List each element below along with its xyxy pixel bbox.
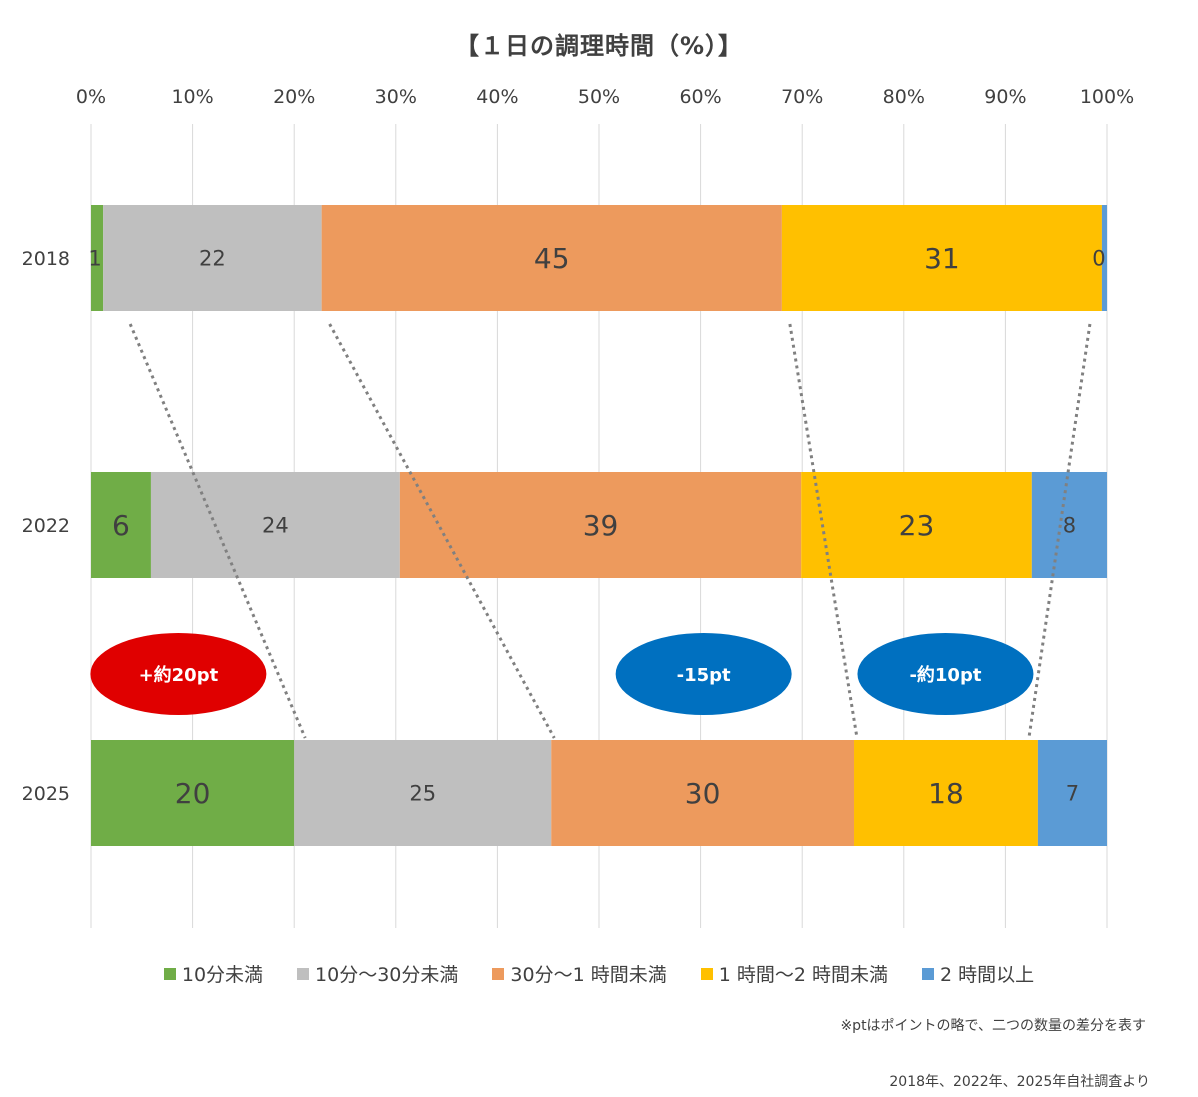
data-label: 22 bbox=[199, 247, 226, 271]
chart-title: 【１日の調理時間（%）】 bbox=[454, 32, 744, 60]
x-tick-label: 10% bbox=[171, 86, 213, 108]
legend: 10分未満 10分～30分未満 30分～1 時間未満 1 時間～2 時間未満 2 時間以… bbox=[0, 960, 1198, 987]
data-label: 25 bbox=[409, 782, 436, 806]
bars: 1 22 45 31 0 6 24 39 23 8 20 25 30 18 7 bbox=[88, 205, 1107, 846]
footnote: ※ptはポイントの略で、二つの数量の差分を表す bbox=[840, 1018, 1146, 1034]
legend-item: 30分～1 時間未満 bbox=[492, 960, 667, 987]
bar-segment bbox=[91, 472, 151, 578]
annotation-label: +約20pt bbox=[139, 664, 219, 686]
data-label: 30 bbox=[685, 777, 721, 810]
data-label: 6 bbox=[112, 509, 130, 542]
data-label: 1 bbox=[88, 247, 101, 271]
bar-segment bbox=[103, 205, 322, 311]
annotation-ellipse bbox=[615, 633, 792, 715]
legend-swatch bbox=[921, 967, 934, 980]
bar-segment bbox=[1037, 740, 1107, 846]
legend-item: 10分未満 bbox=[163, 960, 264, 987]
data-label: 23 bbox=[899, 509, 935, 542]
bar-segment bbox=[854, 740, 1038, 846]
x-tick-label: 90% bbox=[984, 86, 1026, 108]
x-tick-label: 100% bbox=[1080, 86, 1134, 108]
legend-swatch bbox=[492, 967, 505, 980]
x-tick-label: 70% bbox=[781, 86, 823, 108]
legend-item: 2 時間以上 bbox=[921, 960, 1035, 987]
legend-label: 1 時間～2 時間未満 bbox=[718, 964, 888, 986]
x-tick-label: 40% bbox=[476, 86, 518, 108]
x-axis-ticks: 0% 10% 20% 30% 40% 50% 60% 70% 80% 90% 100% bbox=[76, 86, 1134, 108]
bar-segment bbox=[781, 205, 1102, 311]
data-label: 31 bbox=[924, 242, 960, 275]
bar-segment bbox=[801, 472, 1032, 578]
data-label: 8 bbox=[1063, 514, 1076, 538]
connector-line bbox=[128, 323, 307, 739]
bar-segment bbox=[1101, 205, 1107, 311]
x-tick-label: 80% bbox=[883, 86, 925, 108]
data-label: 45 bbox=[534, 242, 570, 275]
legend-label: 2 時間以上 bbox=[939, 964, 1035, 986]
legend-item: 1 時間～2 時間未満 bbox=[700, 960, 888, 987]
connector-line bbox=[328, 323, 556, 739]
x-tick-label: 50% bbox=[578, 86, 620, 108]
x-tick-label: 0% bbox=[76, 86, 106, 108]
data-label: 39 bbox=[583, 509, 619, 542]
bar-segment bbox=[150, 472, 400, 578]
annotation-ellipse bbox=[857, 633, 1034, 715]
annotation-ellipse bbox=[90, 633, 267, 715]
bar-segment bbox=[399, 472, 802, 578]
legend-swatch bbox=[700, 967, 713, 980]
x-tick-label: 20% bbox=[273, 86, 315, 108]
bar-segment bbox=[1031, 472, 1107, 578]
legend-swatch bbox=[297, 967, 310, 980]
legend-swatch bbox=[163, 967, 176, 980]
data-label: 18 bbox=[928, 777, 964, 810]
legend-label: 10分～30分未満 bbox=[315, 964, 459, 986]
data-label: 0 bbox=[1092, 247, 1105, 271]
bar-segment bbox=[91, 205, 104, 311]
annotations: +約20pt -15pt -約10pt bbox=[90, 633, 1034, 715]
x-tick-label: 30% bbox=[375, 86, 417, 108]
bar-segment bbox=[321, 205, 782, 311]
data-label: 24 bbox=[262, 514, 289, 538]
connector-lines bbox=[128, 323, 1092, 739]
bar-segment bbox=[294, 740, 552, 846]
annotation-label: -15pt bbox=[677, 665, 731, 686]
y-axis-categories: 2018 2022 2025 bbox=[22, 248, 70, 805]
legend-item: 10分～30分未満 bbox=[297, 960, 458, 987]
legend-label: 10分未満 bbox=[181, 964, 264, 986]
y-category-label: 2022 bbox=[22, 515, 70, 537]
y-category-label: 2025 bbox=[22, 783, 70, 805]
annotation-label: -約10pt bbox=[909, 664, 981, 686]
data-label: 7 bbox=[1066, 782, 1079, 806]
x-tick-label: 60% bbox=[679, 86, 721, 108]
bar-segment bbox=[91, 740, 295, 846]
y-category-label: 2018 bbox=[22, 248, 70, 270]
bar-segment bbox=[551, 740, 855, 846]
legend-label: 30分～1 時間未満 bbox=[510, 964, 667, 986]
data-label: 20 bbox=[175, 777, 211, 810]
source-note: 2018年、2022年、2025年自社調査より bbox=[889, 1074, 1150, 1090]
